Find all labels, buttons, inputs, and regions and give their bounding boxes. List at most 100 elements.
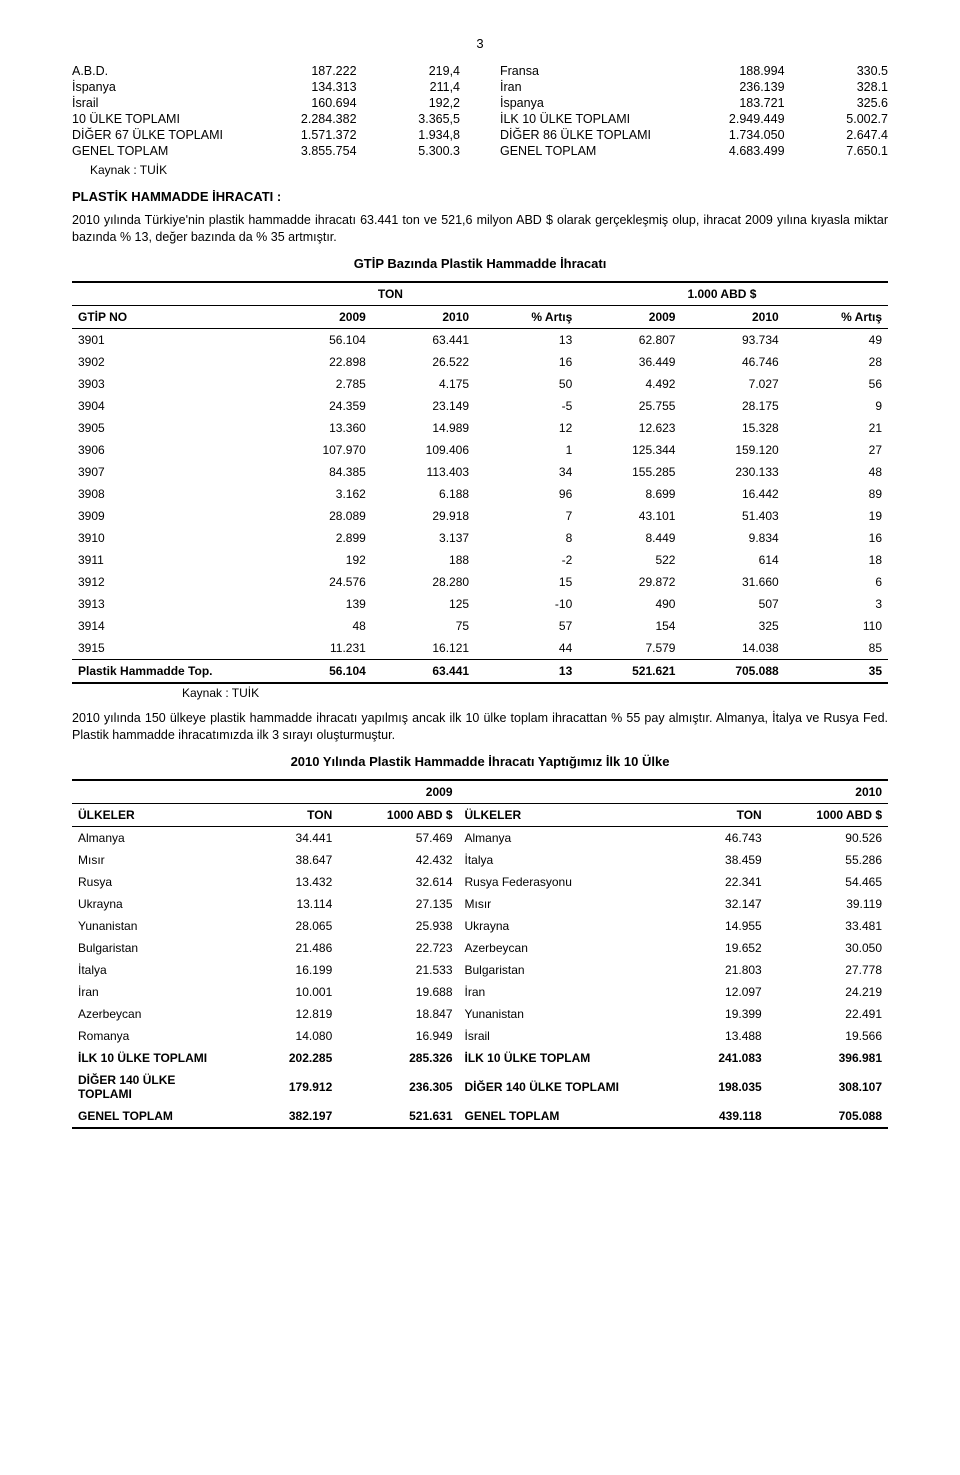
table-cell: Romanya	[72, 1025, 235, 1047]
table-row: Bulgaristan21.48622.723Azerbeycan19.6523…	[72, 937, 888, 959]
table-cell: 159.120	[681, 439, 784, 461]
table-cell: 192	[269, 549, 372, 571]
mini-row: 10 ÜLKE TOPLAMI2.284.3823.365,5	[72, 111, 460, 127]
table-cell: 3.162	[269, 483, 372, 505]
table-cell: Yunanistan	[459, 1003, 648, 1025]
ulke-hdr-usd-b: 1000 ABD $	[768, 803, 888, 826]
table-row: 390928.08929.918743.10151.40319	[72, 505, 888, 527]
table-cell: 521.631	[338, 1105, 458, 1128]
mini-cell: İran	[500, 80, 681, 94]
section1-title: PLASTİK HAMMADDE İHRACATI :	[72, 189, 888, 204]
table-row: Ukrayna13.11427.135Mısır32.14739.119	[72, 893, 888, 915]
gtip-hdr-2010b: 2010	[681, 305, 784, 328]
table-cell: 13	[475, 328, 578, 351]
mini-cell: 1.571.372	[253, 128, 356, 142]
table-cell: 705.088	[681, 659, 784, 683]
mini-row: GENEL TOPLAM3.855.7545.300.3	[72, 143, 460, 159]
mini-cell: 134.313	[253, 80, 356, 94]
table-total-row: İLK 10 ÜLKE TOPLAMI202.285285.326İLK 10 …	[72, 1047, 888, 1069]
table-cell: 19.652	[647, 937, 767, 959]
mini-row: İspanya183.721325.6	[500, 95, 888, 111]
table-total-row: DİĞER 140 ÜLKE TOPLAMI179.912236.305DİĞE…	[72, 1069, 888, 1105]
table-cell: 22.723	[338, 937, 458, 959]
table-cell: 18.847	[338, 1003, 458, 1025]
mini-cell: 3.365,5	[357, 112, 460, 126]
table-cell: 16	[785, 527, 888, 549]
mini-cell: 5.300.3	[357, 144, 460, 158]
table-cell: 396.981	[768, 1047, 888, 1069]
mini-cell: 325.6	[785, 96, 888, 110]
ulke-hdr-ulkeler-a: ÜLKELER	[72, 803, 235, 826]
table-cell: 48	[785, 461, 888, 483]
mini-cell: İspanya	[72, 80, 253, 94]
table-cell: 490	[578, 593, 681, 615]
table-cell: 12	[475, 417, 578, 439]
gtip-hdr-2009b: 2009	[578, 305, 681, 328]
table-row: 390424.35923.149-525.75528.1759	[72, 395, 888, 417]
table-cell: 7	[475, 505, 578, 527]
table-cell: 49	[785, 328, 888, 351]
mini-cell: 3.855.754	[253, 144, 356, 158]
table-cell: 198.035	[647, 1069, 767, 1105]
table-cell: 36.449	[578, 351, 681, 373]
table-total-row: Plastik Hammadde Top.56.10463.44113521.6…	[72, 659, 888, 683]
table-row: Yunanistan28.06525.938Ukrayna14.95533.48…	[72, 915, 888, 937]
table-cell: 12.097	[647, 981, 767, 1003]
table-cell: 3914	[72, 615, 269, 637]
table-cell: 16.949	[338, 1025, 458, 1047]
table-cell: 15	[475, 571, 578, 593]
table-cell: İran	[72, 981, 235, 1003]
table-cell: 110	[785, 615, 888, 637]
table-cell: 96	[475, 483, 578, 505]
table-cell: 9	[785, 395, 888, 417]
table-cell: Ukrayna	[459, 915, 648, 937]
table-cell: 8.699	[578, 483, 681, 505]
ulke-table-title: 2010 Yılında Plastik Hammadde İhracatı Y…	[72, 754, 888, 769]
mini-row: İLK 10 ÜLKE TOPLAMI2.949.4495.002.7	[500, 111, 888, 127]
table-cell: Almanya	[72, 826, 235, 849]
table-cell: 22.491	[768, 1003, 888, 1025]
table-cell: 3911	[72, 549, 269, 571]
table-cell: 56	[785, 373, 888, 395]
table-cell: 90.526	[768, 826, 888, 849]
table-cell: 1	[475, 439, 578, 461]
table-cell: 57	[475, 615, 578, 637]
table-row: Almanya34.44157.469Almanya46.74390.526	[72, 826, 888, 849]
mini-cell: 2.949.449	[681, 112, 784, 126]
mini-row: İspanya134.313211,4	[72, 79, 460, 95]
table-row: 39083.1626.188968.69916.44289	[72, 483, 888, 505]
table-cell: 8.449	[578, 527, 681, 549]
mini-cell: 219,4	[357, 64, 460, 78]
table-cell: İran	[459, 981, 648, 1003]
mini-cell: 160.694	[253, 96, 356, 110]
table-cell: -5	[475, 395, 578, 417]
table-cell: İtalya	[72, 959, 235, 981]
mini-cell: 4.683.499	[681, 144, 784, 158]
mini-cell: 188.994	[681, 64, 784, 78]
ulke-hdr-ton-a: TON	[235, 803, 338, 826]
table-cell: Mısır	[72, 849, 235, 871]
table-cell: 27	[785, 439, 888, 461]
table-cell: 6.188	[372, 483, 475, 505]
table-cell: 28.175	[681, 395, 784, 417]
table-cell: -10	[475, 593, 578, 615]
table-cell: 14.080	[235, 1025, 338, 1047]
table-cell: 46.743	[647, 826, 767, 849]
table-cell: 7.027	[681, 373, 784, 395]
table-cell: 32.614	[338, 871, 458, 893]
gtip-hdr-2009a: 2009	[269, 305, 372, 328]
table-cell: 230.133	[681, 461, 784, 483]
table-cell: 19	[785, 505, 888, 527]
mini-cell: Fransa	[500, 64, 681, 78]
mini-row: Fransa188.994330.5	[500, 63, 888, 79]
top-split-table: A.B.D.187.222219,4İspanya134.313211,4İsr…	[72, 63, 888, 159]
table-cell: 93.734	[681, 328, 784, 351]
table-cell: 3905	[72, 417, 269, 439]
table-cell: 27.135	[338, 893, 458, 915]
mini-cell: İLK 10 ÜLKE TOPLAMI	[500, 112, 681, 126]
table-cell: 39.119	[768, 893, 888, 915]
table-cell: 24.576	[269, 571, 372, 593]
table-row: 3906107.970109.4061125.344159.12027	[72, 439, 888, 461]
mini-cell: İsrail	[72, 96, 253, 110]
table-cell: 21	[785, 417, 888, 439]
